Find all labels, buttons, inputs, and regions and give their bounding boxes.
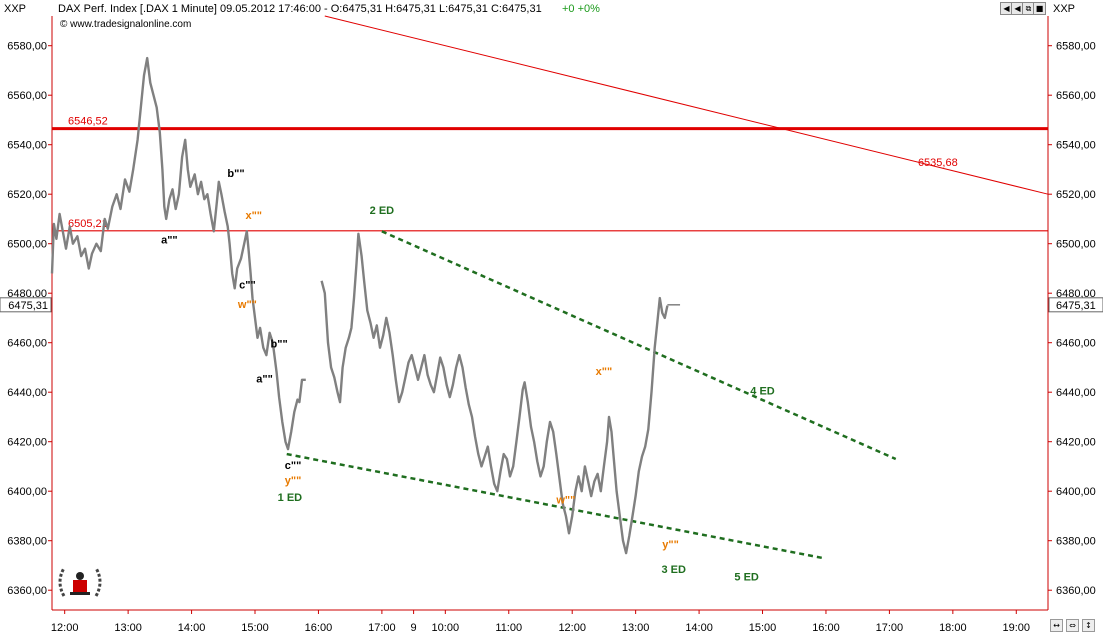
symbol-label-left[interactable]: XXP <box>4 3 27 15</box>
x-tick-label: 16:00 <box>305 622 333 634</box>
x-tick-label: 9 <box>411 622 417 634</box>
y-tick-label-left: 6400,00 <box>7 486 47 498</box>
wave-label: a"" <box>161 235 178 247</box>
y-tick-label-left: 6500,00 <box>7 239 47 251</box>
symbol-label-right[interactable]: XXP <box>1053 3 1076 15</box>
wave-label: 4 ED <box>750 386 775 398</box>
trendline-label: 6535,68 <box>918 157 958 169</box>
wave-label: x"" <box>245 210 262 222</box>
y-tick-label-right: 6500,00 <box>1056 239 1096 251</box>
wave-label: c"" <box>285 460 302 472</box>
x-tick-label: 12:00 <box>558 622 586 634</box>
last-price-label-left: 6475,31 <box>8 300 48 312</box>
laurel-logo-icon <box>58 567 102 597</box>
y-tick-label-right: 6580,00 <box>1056 41 1096 53</box>
x-tick-label: 15:00 <box>749 622 777 634</box>
wave-label: w"" <box>555 495 575 507</box>
channel-line <box>286 452 824 560</box>
maximize-button[interactable]: ■ <box>1033 2 1046 15</box>
level-label: 6546,52 <box>68 116 108 128</box>
y-tick-label-left: 6380,00 <box>7 536 47 548</box>
wave-label: b"" <box>271 339 288 351</box>
wave-label: b"" <box>227 168 244 180</box>
y-tick-label-left: 6540,00 <box>7 140 47 152</box>
price-change: +0 +0% <box>562 3 600 15</box>
wave-label: 5 ED <box>734 571 759 583</box>
y-tick-label-right: 6400,00 <box>1056 486 1096 498</box>
y-tick-label-left: 6480,00 <box>7 288 47 300</box>
y-tick-label-left: 6580,00 <box>7 41 47 53</box>
y-tick-label-right: 6380,00 <box>1056 536 1096 548</box>
chart-title: DAX Perf. Index [.DAX 1 Minute] 09.05.20… <box>58 3 542 15</box>
x-tick-label: 11:00 <box>495 622 522 634</box>
x-tick-label: 13:00 <box>622 622 650 634</box>
y-tick-label-right: 6460,00 <box>1056 338 1096 350</box>
level-label: 6505,21 <box>68 218 108 230</box>
x-tick-label: 10:00 <box>432 622 460 634</box>
x-tick-label: 17:00 <box>876 622 904 634</box>
y-tick-label-right: 6480,00 <box>1056 288 1096 300</box>
wave-label: 1 ED <box>278 492 303 504</box>
x-tick-label: 13:00 <box>114 622 142 634</box>
pan-horizontal-button[interactable]: ↔ <box>1050 619 1063 632</box>
wave-label: y"" <box>285 475 302 487</box>
y-tick-label-left: 6460,00 <box>7 338 47 350</box>
wave-label: c"" <box>239 279 256 291</box>
x-tick-label: 16:00 <box>812 622 840 634</box>
wave-label: x"" <box>596 366 613 378</box>
wave-label: y"" <box>662 539 679 551</box>
wave-label: w"" <box>237 299 257 311</box>
y-tick-label-left: 6560,00 <box>7 90 47 102</box>
y-tick-label-right: 6440,00 <box>1056 387 1096 399</box>
y-tick-label-left: 6520,00 <box>7 189 47 201</box>
last-price-label-right: 6475,31 <box>1056 300 1096 312</box>
y-tick-label-left: 6360,00 <box>7 585 47 597</box>
y-tick-label-right: 6560,00 <box>1056 90 1096 102</box>
wave-label: a"" <box>256 373 273 385</box>
y-tick-label-right: 6360,00 <box>1056 585 1096 597</box>
x-tick-label: 14:00 <box>685 622 713 634</box>
zoom-horizontal-button[interactable]: ⇔ <box>1066 619 1079 632</box>
trendline <box>324 15 1049 195</box>
y-tick-label-left: 6420,00 <box>7 437 47 449</box>
wave-label: 3 ED <box>661 564 686 576</box>
watermark-text: © www.tradesignalonline.com <box>60 19 192 30</box>
x-tick-label: 17:00 <box>368 622 396 634</box>
price-line <box>50 56 669 555</box>
x-tick-label: 15:00 <box>241 622 269 634</box>
x-tick-label: 18:00 <box>939 622 967 634</box>
y-tick-label-right: 6520,00 <box>1056 189 1096 201</box>
zoom-vertical-button[interactable]: ↕ <box>1082 619 1095 632</box>
x-tick-label: 19:00 <box>1003 622 1031 634</box>
last-price-badge-right <box>1048 297 1103 313</box>
x-tick-label: 12:00 <box>51 622 79 634</box>
wave-label: 2 ED <box>370 205 395 217</box>
restore-button[interactable]: ⧉ <box>1022 2 1035 15</box>
y-tick-label-right: 6540,00 <box>1056 140 1096 152</box>
y-tick-label-left: 6440,00 <box>7 387 47 399</box>
y-tick-label-right: 6420,00 <box>1056 437 1096 449</box>
last-price-badge-left <box>0 297 52 313</box>
x-tick-label: 14:00 <box>178 622 206 634</box>
channel-line <box>381 230 897 461</box>
